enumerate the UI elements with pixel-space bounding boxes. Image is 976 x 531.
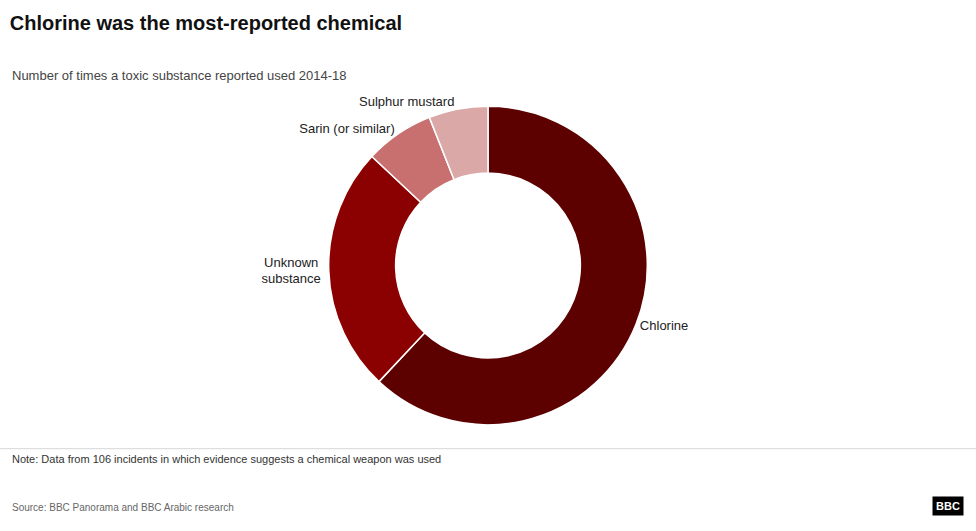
svg-text:BBC: BBC — [936, 500, 960, 512]
svg-text:Number of times a toxic substa: Number of times a toxic substance report… — [12, 68, 347, 83]
svg-text:Note: Data from 106 incidents: Note: Data from 106 incidents in which e… — [12, 453, 441, 465]
svg-text:Sulphur mustard: Sulphur mustard — [359, 94, 454, 109]
svg-text:Sarin (or similar): Sarin (or similar) — [299, 121, 394, 136]
svg-text:Chlorine: Chlorine — [640, 318, 688, 333]
svg-text:Unknownsubstance: Unknownsubstance — [262, 255, 321, 287]
svg-text:Chlorine was the most-reported: Chlorine was the most-reported chemical — [10, 12, 402, 34]
svg-text:Source: BBC Panorama and BBC A: Source: BBC Panorama and BBC Arabic rese… — [12, 502, 234, 513]
